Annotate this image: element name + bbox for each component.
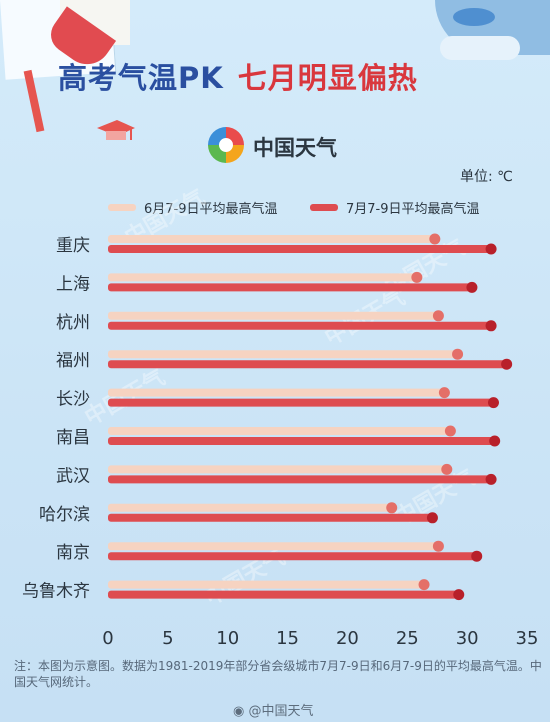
bar-july-5 bbox=[108, 437, 495, 445]
bar-june-1 bbox=[108, 273, 417, 282]
bar-june-2 bbox=[108, 311, 439, 320]
category-label-6: 武汉 bbox=[56, 466, 90, 486]
title-part-2: 七月明显偏热 bbox=[237, 61, 418, 95]
pinwheel-logo-icon bbox=[208, 127, 244, 163]
bar-june-5 bbox=[108, 427, 451, 435]
category-label-7: 哈尔滨 bbox=[39, 505, 90, 525]
bar-june-7 bbox=[108, 503, 392, 512]
source-credit: ◉ @中国天气 bbox=[233, 700, 314, 719]
bar-july-1 bbox=[108, 283, 472, 292]
point-june-8 bbox=[432, 540, 444, 552]
x-tick-label-2: 10 bbox=[216, 628, 239, 649]
legend-item-june: 6月7-9日平均最高气温 bbox=[108, 198, 278, 217]
source-credit-text: @中国天气 bbox=[248, 704, 314, 719]
category-label-9: 乌鲁木齐 bbox=[22, 582, 90, 602]
bar-june-9 bbox=[108, 580, 425, 589]
x-tick-label-5: 25 bbox=[396, 628, 419, 649]
point-july-1 bbox=[466, 281, 478, 293]
point-june-9 bbox=[418, 579, 430, 591]
unit-label: 单位: ℃ bbox=[460, 169, 513, 185]
bar-july-3 bbox=[108, 360, 507, 369]
x-tick-label-1: 5 bbox=[162, 628, 173, 649]
point-july-0 bbox=[485, 243, 497, 255]
brand-logo: 中国天气 bbox=[205, 124, 345, 164]
bar-july-0 bbox=[108, 245, 492, 253]
point-july-7 bbox=[426, 512, 438, 524]
bar-june-6 bbox=[108, 465, 447, 474]
bar-july-4 bbox=[108, 398, 494, 407]
category-label-4: 长沙 bbox=[56, 390, 90, 410]
bar-june-3 bbox=[108, 350, 458, 359]
point-june-5 bbox=[444, 425, 456, 437]
point-july-3 bbox=[501, 358, 513, 370]
legend-item-july: 7月7-9日平均最高气温 bbox=[310, 198, 480, 217]
legend-label-june: 6月7-9日平均最高气温 bbox=[144, 201, 278, 217]
category-label-8: 南京 bbox=[56, 543, 90, 563]
graduation-cap-icon bbox=[97, 120, 135, 140]
category-label-3: 福州 bbox=[56, 351, 90, 371]
bar-july-2 bbox=[108, 321, 492, 330]
bar-june-8 bbox=[108, 542, 439, 551]
point-june-3 bbox=[452, 348, 464, 360]
bar-july-8 bbox=[108, 552, 477, 561]
bar-july-6 bbox=[108, 475, 492, 484]
point-july-9 bbox=[453, 589, 465, 601]
cloud-decoration-dark bbox=[453, 8, 495, 26]
x-tick-label-0: 0 bbox=[102, 628, 113, 649]
footnote: 注：本图为示意图。数据为1981-2019年部分省会级城市7月7-9日和6月7-… bbox=[14, 659, 542, 689]
legend-swatch-july bbox=[310, 203, 338, 211]
point-july-2 bbox=[485, 320, 497, 332]
point-june-6 bbox=[441, 463, 453, 475]
category-label-5: 南昌 bbox=[56, 428, 90, 448]
x-tick-label-3: 15 bbox=[276, 628, 299, 649]
weibo-icon: ◉ bbox=[233, 704, 245, 719]
x-tick-label-7: 35 bbox=[516, 628, 539, 649]
cloud-decoration-light bbox=[440, 36, 520, 60]
page-title: 高考气温PK 七月明显偏热 bbox=[58, 55, 418, 97]
point-july-6 bbox=[485, 473, 497, 485]
category-label-2: 杭州 bbox=[56, 313, 90, 333]
x-tick-label-6: 30 bbox=[456, 628, 479, 649]
bar-june-4 bbox=[108, 388, 445, 397]
bar-july-9 bbox=[108, 590, 459, 599]
point-june-7 bbox=[386, 502, 398, 514]
point-july-5 bbox=[489, 435, 501, 447]
legend-swatch-june bbox=[108, 203, 136, 211]
point-june-1 bbox=[411, 271, 423, 283]
x-tick-label-4: 20 bbox=[336, 628, 359, 649]
point-june-4 bbox=[438, 387, 450, 399]
point-june-0 bbox=[429, 233, 441, 245]
category-label-0: 重庆 bbox=[56, 236, 90, 256]
legend-label-july: 7月7-9日平均最高气温 bbox=[346, 201, 480, 217]
bar-july-7 bbox=[108, 513, 433, 522]
point-june-2 bbox=[432, 310, 444, 322]
title-part-1: 高考气温PK bbox=[58, 61, 224, 95]
bar-june-0 bbox=[108, 235, 435, 243]
category-label-1: 上海 bbox=[56, 274, 90, 294]
point-july-4 bbox=[487, 397, 499, 409]
brand-name: 中国天气 bbox=[253, 136, 337, 160]
point-july-8 bbox=[471, 550, 483, 562]
